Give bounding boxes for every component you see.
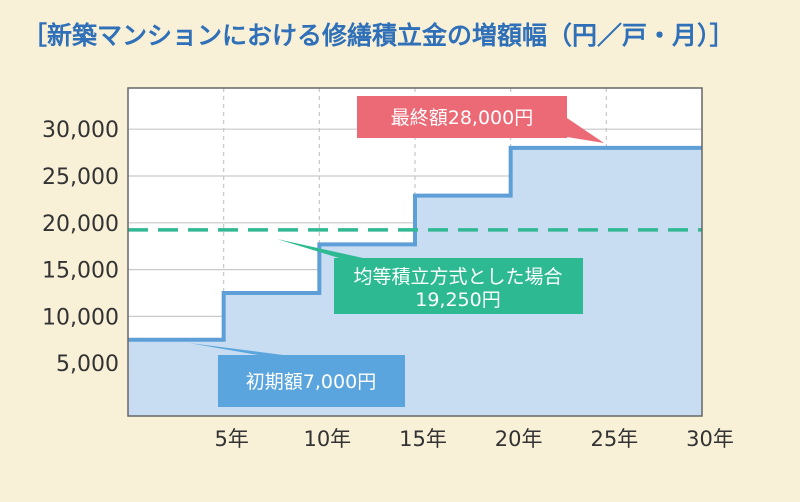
y-tick-label: 15,000 [42,259,119,284]
equal-payment-value: 19,250円 [415,289,500,311]
y-tick-label: 30,000 [42,118,119,143]
x-tick-label: 5年 [214,427,248,451]
step-line [128,145,702,342]
initial-amount-callout-box [189,343,405,407]
x-tick-label: 10年 [303,427,351,451]
x-tick-label: 25年 [590,427,638,451]
equal-payment-label: 均等積立方式とした場合 [353,266,562,288]
y-tick-label: 20,000 [42,212,119,237]
final-amount-callout-box [357,96,604,143]
x-tick-label: 30年 [686,427,734,451]
plot-frame [127,87,703,417]
y-tick-label: 10,000 [42,305,119,330]
equal-payment-callout-box [277,239,583,314]
y-tick-label: 5,000 [56,352,119,377]
y-tick-label: 25,000 [42,165,119,190]
final-amount-callout: 最終額28,000円 [357,96,604,143]
initial-amount-label: 初期額7,000円 [246,371,376,393]
x-tick-label: 20年 [495,427,543,451]
chart-title: ［新築マンションにおける修繕積立金の増額幅（円／戸・月）］ [22,21,735,50]
x-tick-label: 15年 [399,427,447,451]
final-amount-label: 最終額28,000円 [391,107,533,129]
equal-payment-callout: 均等積立方式とした場合 19,250円 [277,239,583,314]
initial-amount-callout: 初期額7,000円 [189,343,405,407]
